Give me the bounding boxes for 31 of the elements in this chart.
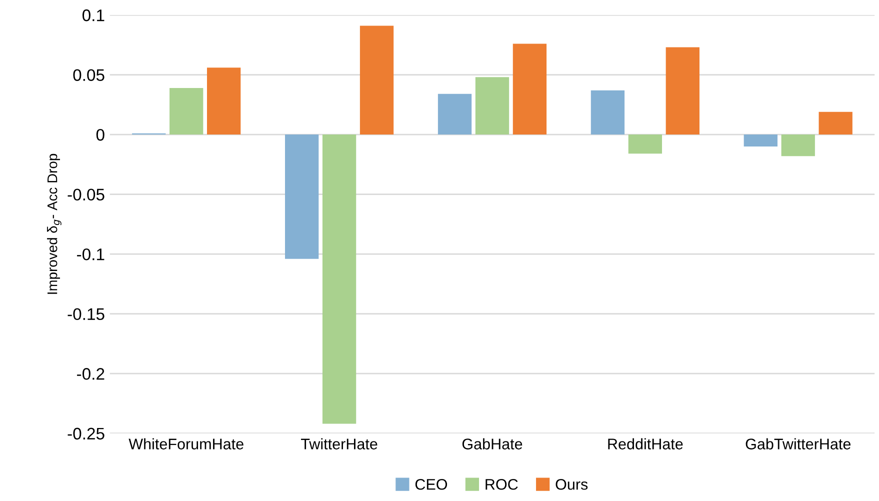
bar (744, 134, 778, 147)
y-tick-label: -0.1 (77, 248, 104, 260)
bar (322, 134, 356, 424)
legend-label: CEO (415, 478, 448, 490)
y-tick-label: -0.25 (68, 428, 104, 440)
y-tick-label: 0 (96, 128, 104, 141)
bar (590, 90, 625, 135)
x-tick-label: RedditHate (608, 438, 683, 450)
bar (818, 112, 852, 135)
bar (475, 77, 510, 135)
y-axis-title: Improved δ$_{g}$- Acc Drop (47, 154, 62, 294)
bar (666, 47, 700, 135)
legend-label: Ours (556, 478, 588, 490)
bar (285, 134, 319, 259)
bar (206, 68, 241, 135)
bar (360, 26, 394, 135)
x-tick-label: WhiteForumHate (128, 438, 244, 450)
legend-label: ROC (486, 478, 518, 490)
bar (170, 88, 204, 135)
y-tick-label: 0.05 (73, 69, 104, 81)
x-tick-label: TwitterHate (301, 438, 378, 450)
y-tick-label: -0.15 (68, 308, 104, 320)
bar (628, 134, 662, 154)
y-tick-label: -0.05 (68, 188, 104, 201)
x-tick-label: GabHate (462, 438, 522, 450)
bar (512, 44, 547, 135)
bar (438, 94, 472, 135)
y-tick-label: -0.2 (77, 368, 104, 380)
x-tick-label: GabTwitterHate (746, 438, 851, 450)
bar (781, 134, 815, 156)
y-tick-label: 0.1 (82, 9, 104, 22)
